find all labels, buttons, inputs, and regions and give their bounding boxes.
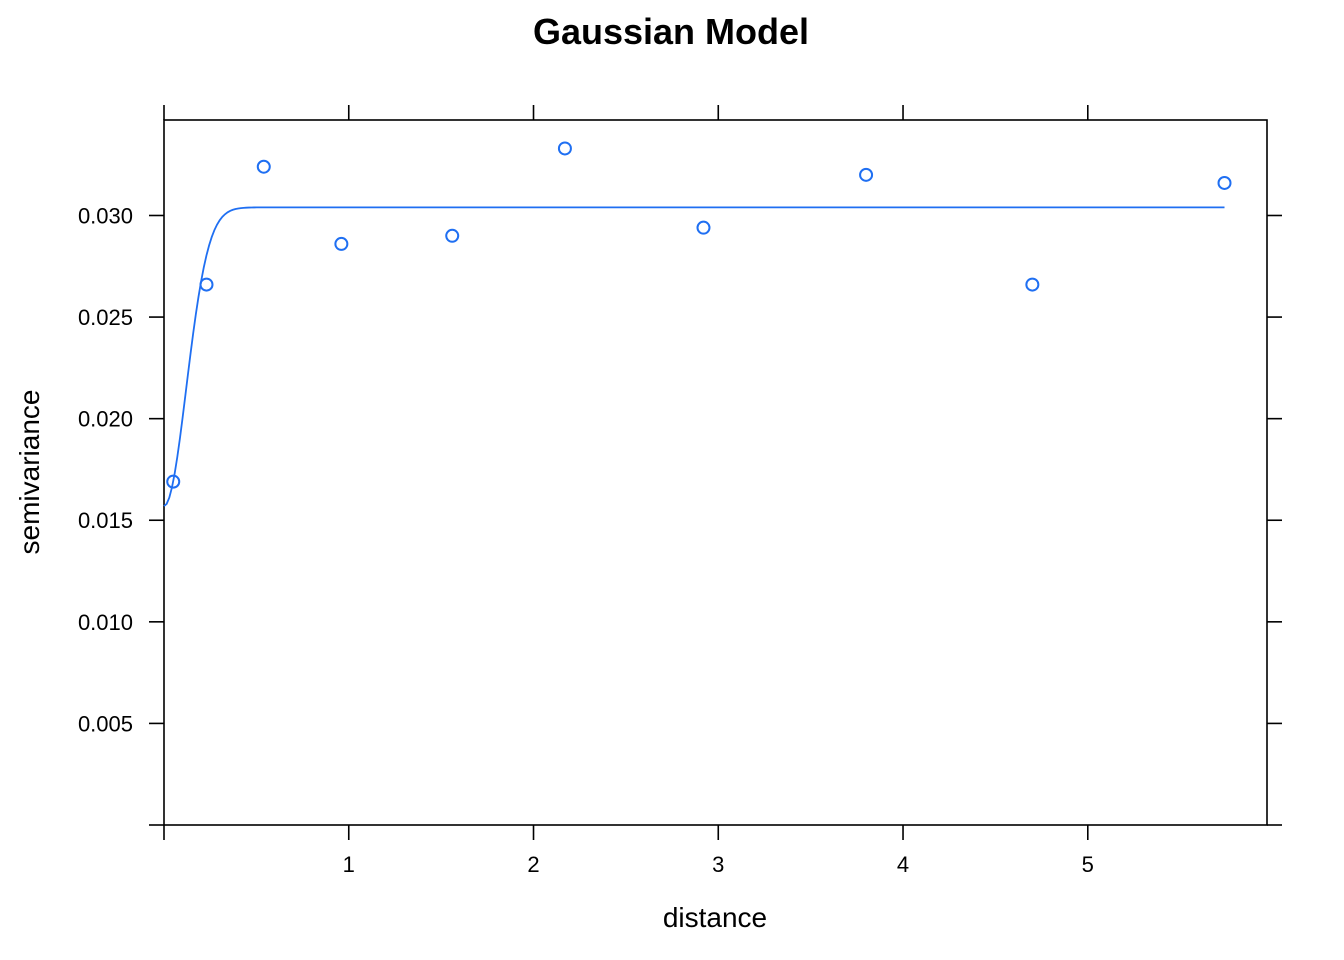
plot-frame (163, 119, 1268, 826)
x-tick-label: 3 (712, 852, 724, 877)
data-point (256, 159, 271, 174)
data-point (1217, 175, 1232, 190)
y-tick-label: 0.015 (78, 508, 133, 533)
y-tick-label: 0.030 (78, 203, 133, 228)
y-axis-label: semivariance (14, 390, 45, 555)
data-point (166, 474, 181, 489)
axis-ticks (149, 105, 1282, 840)
x-tick-label: 5 (1082, 852, 1094, 877)
x-tick-label: 2 (527, 852, 539, 877)
y-tick-label: 0.020 (78, 407, 133, 432)
model-curve (163, 206, 1225, 507)
data-point (859, 167, 874, 182)
data-point (334, 236, 349, 251)
x-tick-label: 4 (897, 852, 909, 877)
x-tick-label: 1 (343, 852, 355, 877)
x-axis-label: distance (663, 902, 767, 933)
data-point (557, 141, 572, 156)
chart-title: Gaussian Model (533, 11, 809, 52)
data-point (445, 228, 460, 243)
data-point (1025, 277, 1040, 292)
y-tick-label: 0.025 (78, 305, 133, 330)
data-points (166, 141, 1232, 489)
y-tick-label: 0.005 (78, 711, 133, 736)
data-point (199, 277, 214, 292)
axis-tick-labels: 1 2 3 4 5 0.005 0.010 0.015 0.020 0.025 0.030 (78, 203, 1094, 877)
data-point (696, 220, 711, 235)
y-tick-label: 0.010 (78, 610, 133, 635)
